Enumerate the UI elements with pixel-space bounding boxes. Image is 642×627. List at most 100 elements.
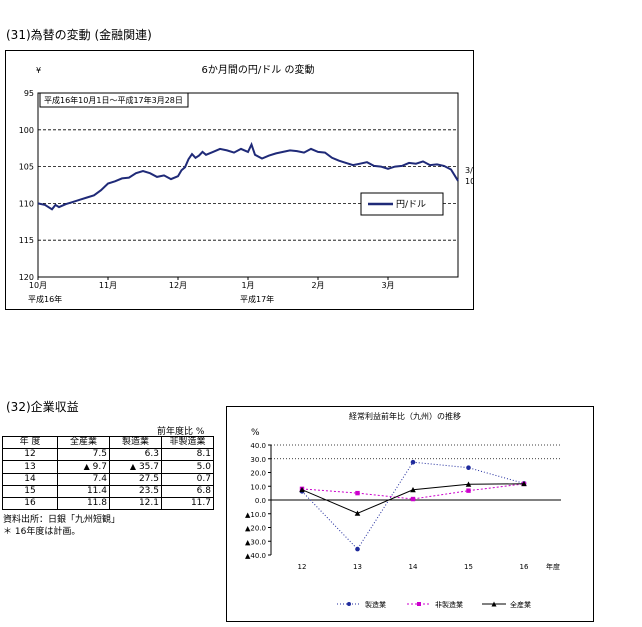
- profit-series-all-point: [410, 487, 416, 493]
- table-row: 12 7.5 6.3 8.1: [2, 448, 214, 461]
- fx-x-tick-label: 12月: [169, 281, 187, 290]
- profit-series-all-point: [521, 480, 527, 487]
- profit-series-nonmfg-point: [355, 490, 360, 496]
- profit-series-nonmfg-point: [466, 488, 471, 493]
- fx-y-tick-label: 95: [24, 89, 34, 98]
- fx-end-value: 106.93: [465, 177, 473, 186]
- profit-chart-title: 経常利益前年比（九州）の推移: [349, 411, 461, 421]
- fx-y-tick-label: 115: [19, 236, 34, 245]
- cell-nonmfg: 0.7: [161, 473, 214, 486]
- table-row: 14 7.4 27.5 0.7: [2, 473, 214, 486]
- table-header-row: 年 度 全産業 製造業 非製造業: [2, 436, 214, 449]
- fx-series-line: [37, 141, 459, 211]
- profit-legend: 製造業 非製造業 全産業: [337, 600, 531, 609]
- fx-plot-border: [37, 92, 459, 278]
- profit-series-mfg-line: [301, 461, 525, 550]
- profit-plot-area: 40.0 30.0 20.0 10.0 0.0 ▲10.0 ▲20.0 ▲30.0 ▲40.0 1…: [245, 442, 561, 571]
- cell-mfg: 6.3: [109, 448, 162, 461]
- legend-label-all: 全産業: [510, 600, 531, 609]
- cell-nonmfg: 5.0: [161, 460, 214, 474]
- cell-nonmfg: 8.1: [161, 448, 214, 461]
- profit-y-unit: %: [251, 428, 260, 438]
- negative-marker: ▲: [129, 462, 137, 471]
- table-row: 15 11.4 23.5 6.8: [2, 485, 214, 498]
- cell-year: 16: [2, 497, 58, 510]
- cell-nonmfg: 11.7: [161, 497, 214, 510]
- section-32-title: (32)企業収益: [6, 400, 79, 414]
- profit-y-tick-label: 30.0: [250, 456, 266, 464]
- cell-year: 12: [2, 448, 58, 461]
- profit-y-tick-label: 0.0: [255, 497, 266, 505]
- fx-y-unit: ¥: [36, 66, 41, 75]
- profit-series-nonmfg-line: [301, 483, 525, 500]
- fx-y-tick-label: 110: [19, 199, 34, 208]
- footnote: ＊ 16年度は計画。: [3, 527, 81, 537]
- cell-mfg: 12.1: [109, 497, 162, 510]
- cell-year: 13: [2, 460, 58, 474]
- fx-x-sublabel-mid: 平成17年: [240, 294, 274, 304]
- cell-mfg: 27.5: [109, 473, 162, 486]
- source-note: 資料出所：日銀「九州短観」: [3, 515, 121, 525]
- legend-marker-nonmfg: [417, 602, 421, 606]
- legend-marker-all: [491, 601, 497, 607]
- cell-nonmfg: 6.8: [161, 485, 214, 498]
- profit-x-tick-label: 16: [520, 563, 529, 571]
- cell-year: 15: [2, 485, 58, 498]
- cell-all: 7.5: [57, 448, 110, 461]
- header-mfg: 製造業: [109, 436, 162, 449]
- section-31-title: (31)為替の変動 (金融関連): [6, 28, 152, 42]
- profit-series-nonmfg-point: [410, 496, 416, 502]
- profit-series-all-point: [354, 510, 361, 516]
- profit-y-tick-label: 10.0: [250, 483, 266, 491]
- legend-marker-mfg: [347, 602, 351, 606]
- header-year: 年 度: [2, 436, 58, 449]
- negative-marker: ▲: [83, 462, 90, 471]
- legend-label-nonmfg: 非製造業: [435, 600, 463, 609]
- fx-period-note: 平成16年10月1日～平成17年3月28日: [44, 95, 183, 105]
- profit-x-tick-label: 14: [409, 563, 418, 571]
- profit-series-all-point: [299, 486, 305, 493]
- profit-y-tick-label: 20.0: [250, 470, 266, 478]
- profit-x-unit: 年度: [546, 562, 560, 571]
- fx-chart-title: 6か月間の円/ドル の変動: [202, 63, 315, 76]
- fx-y-tick-label: 120: [19, 273, 34, 282]
- table-row: 13 ▲ 9.7 ▲ 35.7 5.0: [2, 460, 214, 474]
- cell-mfg: ▲ 35.7: [109, 460, 162, 474]
- fx-x-tick-label: 2月: [311, 281, 324, 290]
- cell-all: ▲ 9.7: [57, 460, 110, 474]
- fx-x-tick-label: 3月: [381, 281, 394, 290]
- fx-legend-box: [360, 192, 444, 216]
- fx-period-box: [39, 92, 189, 108]
- profit-x-tick-label: 15: [464, 563, 473, 571]
- fx-x-tick-label: 11月: [99, 281, 117, 290]
- fx-chart-frame: ¥ 6か月間の円/ドル の変動 95 100 105 110 115 120 10月 11月 1…: [5, 50, 493, 310]
- fx-end-date: 3/28: [465, 166, 473, 175]
- profit-series-mfg-point: [466, 465, 471, 470]
- profit-chart: 経常利益前年比（九州）の推移 % 40.0 30.0 20.0 10.0 0.0 ▲10.…: [245, 411, 561, 609]
- profit-series-mfg-point: [410, 459, 416, 465]
- profit-x-tick-label: 13: [353, 563, 362, 571]
- fx-x-tick-label: 1月: [241, 281, 254, 290]
- fx-legend-label: 円/ドル: [396, 199, 426, 210]
- profit-y-tick-label: 40.0: [250, 442, 266, 450]
- legend-label-mfg: 製造業: [365, 600, 386, 609]
- table-row: 16 11.8 12.1 11.7: [2, 497, 214, 510]
- cell-all: 11.8: [57, 497, 110, 510]
- profit-y-tick-label: ▲40.0: [245, 552, 266, 560]
- fx-y-tick-label: 100: [19, 126, 34, 135]
- profit-table: 年 度 全産業 製造業 非製造業 12 7.5 6.3 8.1 13 ▲ 9.7…: [2, 436, 214, 510]
- profit-series-mfg-point: [355, 546, 360, 552]
- fx-x-tick-label: 10月: [29, 281, 47, 290]
- profit-y-tick-label: ▲10.0: [245, 511, 266, 519]
- fx-y-tick-label: 105: [19, 163, 34, 172]
- cell-all: 11.4: [57, 485, 110, 498]
- profit-x-tick-label: 12: [298, 563, 307, 571]
- cell-year: 14: [2, 473, 58, 486]
- profit-y-tick-label: ▲20.0: [245, 525, 266, 533]
- header-nonmfg: 非製造業: [161, 436, 214, 449]
- profit-series-all-point: [465, 481, 472, 487]
- table-note: 前年度比 %: [157, 427, 205, 437]
- profit-y-tick-label: ▲30.0: [245, 538, 266, 546]
